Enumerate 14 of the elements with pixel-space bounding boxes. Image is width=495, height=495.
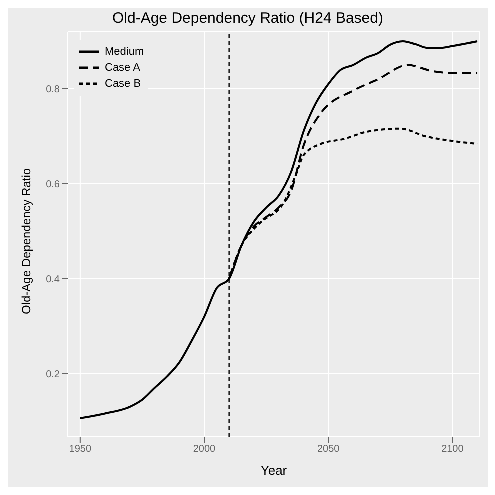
x-axis-title: Year [260, 463, 288, 478]
x-tick-label: 1950 [69, 444, 92, 456]
legend-label: Case A [105, 62, 140, 74]
legend-label: Case B [105, 78, 142, 90]
y-tick-label: 0.6 [46, 179, 60, 190]
x-tick-label: 2000 [193, 444, 216, 456]
chart-title: Old-Age Dependency Ratio (H24 Based) [112, 9, 384, 27]
y-axis-title: Old-Age Dependency Ratio [19, 168, 34, 314]
x-tick-label: 2050 [317, 444, 340, 456]
y-tick-label: 0.8 [46, 84, 60, 96]
x-tick-label: 2100 [442, 444, 464, 456]
y-tick-label: 0.2 [46, 369, 60, 380]
legend-label: Medium [105, 46, 144, 58]
y-tick-label: 0.4 [46, 274, 60, 286]
